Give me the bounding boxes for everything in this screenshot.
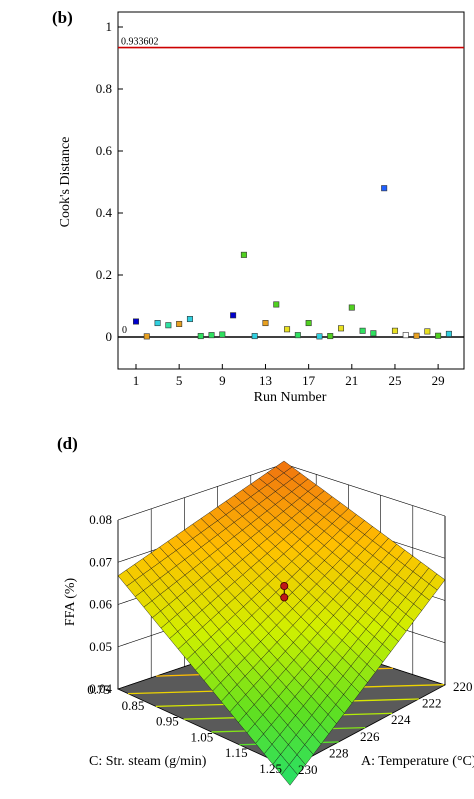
- x-axis-label: Run Number: [254, 390, 327, 405]
- data-points: [133, 185, 452, 340]
- y-tick-label: 0.2: [96, 267, 112, 282]
- x-tick-label: 21: [345, 373, 358, 388]
- x-tick-label: 5: [176, 373, 183, 388]
- data-point: [316, 333, 323, 340]
- data-point: [445, 330, 452, 337]
- zero-reference-label: 0: [122, 325, 127, 336]
- data-point: [262, 320, 269, 327]
- temperature-tick-label: 230: [298, 762, 318, 777]
- data-point: [219, 331, 226, 338]
- data-point: [327, 333, 334, 340]
- y-tick-label: 0.6: [96, 143, 113, 158]
- data-point: [413, 332, 420, 339]
- x-tick-label: 9: [219, 373, 226, 388]
- data-point: [402, 332, 409, 339]
- x-tick-label: 17: [302, 373, 316, 388]
- z-tick-label: 0.08: [89, 512, 112, 527]
- panel-label-b: (b): [52, 8, 73, 27]
- temperature-axis-ticks: 220 222 224 226 228 230: [298, 679, 473, 777]
- z-axis-label: FFA (%): [63, 577, 78, 626]
- design-point: [280, 593, 289, 602]
- cooks-limit-label: 0.933602: [121, 37, 159, 48]
- steam-axis-label: C: Str. steam (g/min): [89, 754, 207, 769]
- z-tick-label: 0.05: [89, 639, 112, 654]
- data-point: [305, 320, 312, 327]
- data-point: [370, 330, 377, 337]
- x-tick-label: 25: [388, 373, 401, 388]
- steam-tick-label: 1.25: [259, 761, 282, 776]
- surface-cell: [281, 764, 299, 786]
- temperature-tick-label: 222: [422, 696, 442, 711]
- design-points: [280, 582, 289, 602]
- y-tick-label: 0.4: [96, 205, 113, 220]
- data-point: [154, 320, 161, 327]
- steam-tick-label: 0.95: [156, 714, 179, 729]
- y-tick-label: 1: [106, 19, 113, 34]
- steam-tick-label: 0.85: [122, 698, 145, 713]
- temperature-axis-label: A: Temperature (°C): [361, 754, 474, 769]
- steam-axis-ticks: 0.75 0.85 0.95 1.05 1.15 1.25: [87, 682, 282, 776]
- data-point: [359, 327, 366, 334]
- data-point: [348, 304, 355, 311]
- panel-label-d: (d): [57, 434, 78, 453]
- data-point: [424, 328, 431, 335]
- temperature-tick-label: 220: [453, 679, 473, 694]
- z-tick-label: 0.06: [89, 597, 112, 612]
- data-point: [197, 333, 204, 340]
- z-tick-label: 0.07: [89, 554, 112, 569]
- y-tick-label: 0.8: [96, 81, 112, 96]
- z-axis-ticks: 0.04 0.05 0.06 0.07 0.08: [89, 512, 112, 696]
- data-point: [338, 325, 345, 332]
- steam-tick-label: 1.15: [225, 745, 248, 760]
- response-surface: [117, 460, 446, 786]
- data-point: [133, 318, 140, 325]
- design-point: [280, 582, 289, 591]
- ffa-surface-chart: (d) 0.04 0.05 0.06 0.07 0.08 0.75 0.85 0.95 1.0…: [57, 434, 474, 786]
- data-point: [165, 322, 172, 329]
- x-tick-label: 1: [133, 373, 140, 388]
- x-tick-label: 29: [432, 373, 445, 388]
- y-axis-label: Cook's Distance: [58, 137, 73, 228]
- x-axis-ticks: 1 5 9 13 17 21 25 29: [133, 364, 445, 388]
- data-point: [381, 185, 388, 192]
- data-point: [284, 326, 291, 333]
- steam-tick-label: 0.75: [87, 682, 110, 697]
- data-point: [273, 301, 280, 308]
- data-point: [208, 332, 215, 339]
- y-tick-label: 0: [106, 329, 113, 344]
- data-point: [391, 327, 398, 334]
- x-tick-label: 13: [259, 373, 272, 388]
- data-point: [186, 316, 193, 323]
- data-point: [294, 332, 301, 339]
- temperature-tick-label: 224: [391, 712, 411, 727]
- plot-frame: [117, 11, 465, 370]
- data-point: [176, 320, 183, 327]
- y-axis-ticks: 0 0.2 0.4 0.6 0.8 1: [96, 19, 123, 344]
- z-tick-label: 0.04: [89, 681, 112, 696]
- cooks-distance-chart: (b) 0 0.933602 0 0.2 0.4 0.6 0.8 1 1 5 9 13 17 21 2…: [52, 8, 465, 405]
- data-point: [240, 251, 247, 258]
- data-point: [143, 333, 150, 340]
- data-point: [251, 333, 258, 340]
- data-point: [435, 332, 442, 339]
- temperature-tick-label: 228: [329, 745, 349, 760]
- data-point: [230, 312, 237, 319]
- temperature-tick-label: 226: [360, 729, 380, 744]
- steam-tick-label: 1.05: [190, 729, 213, 744]
